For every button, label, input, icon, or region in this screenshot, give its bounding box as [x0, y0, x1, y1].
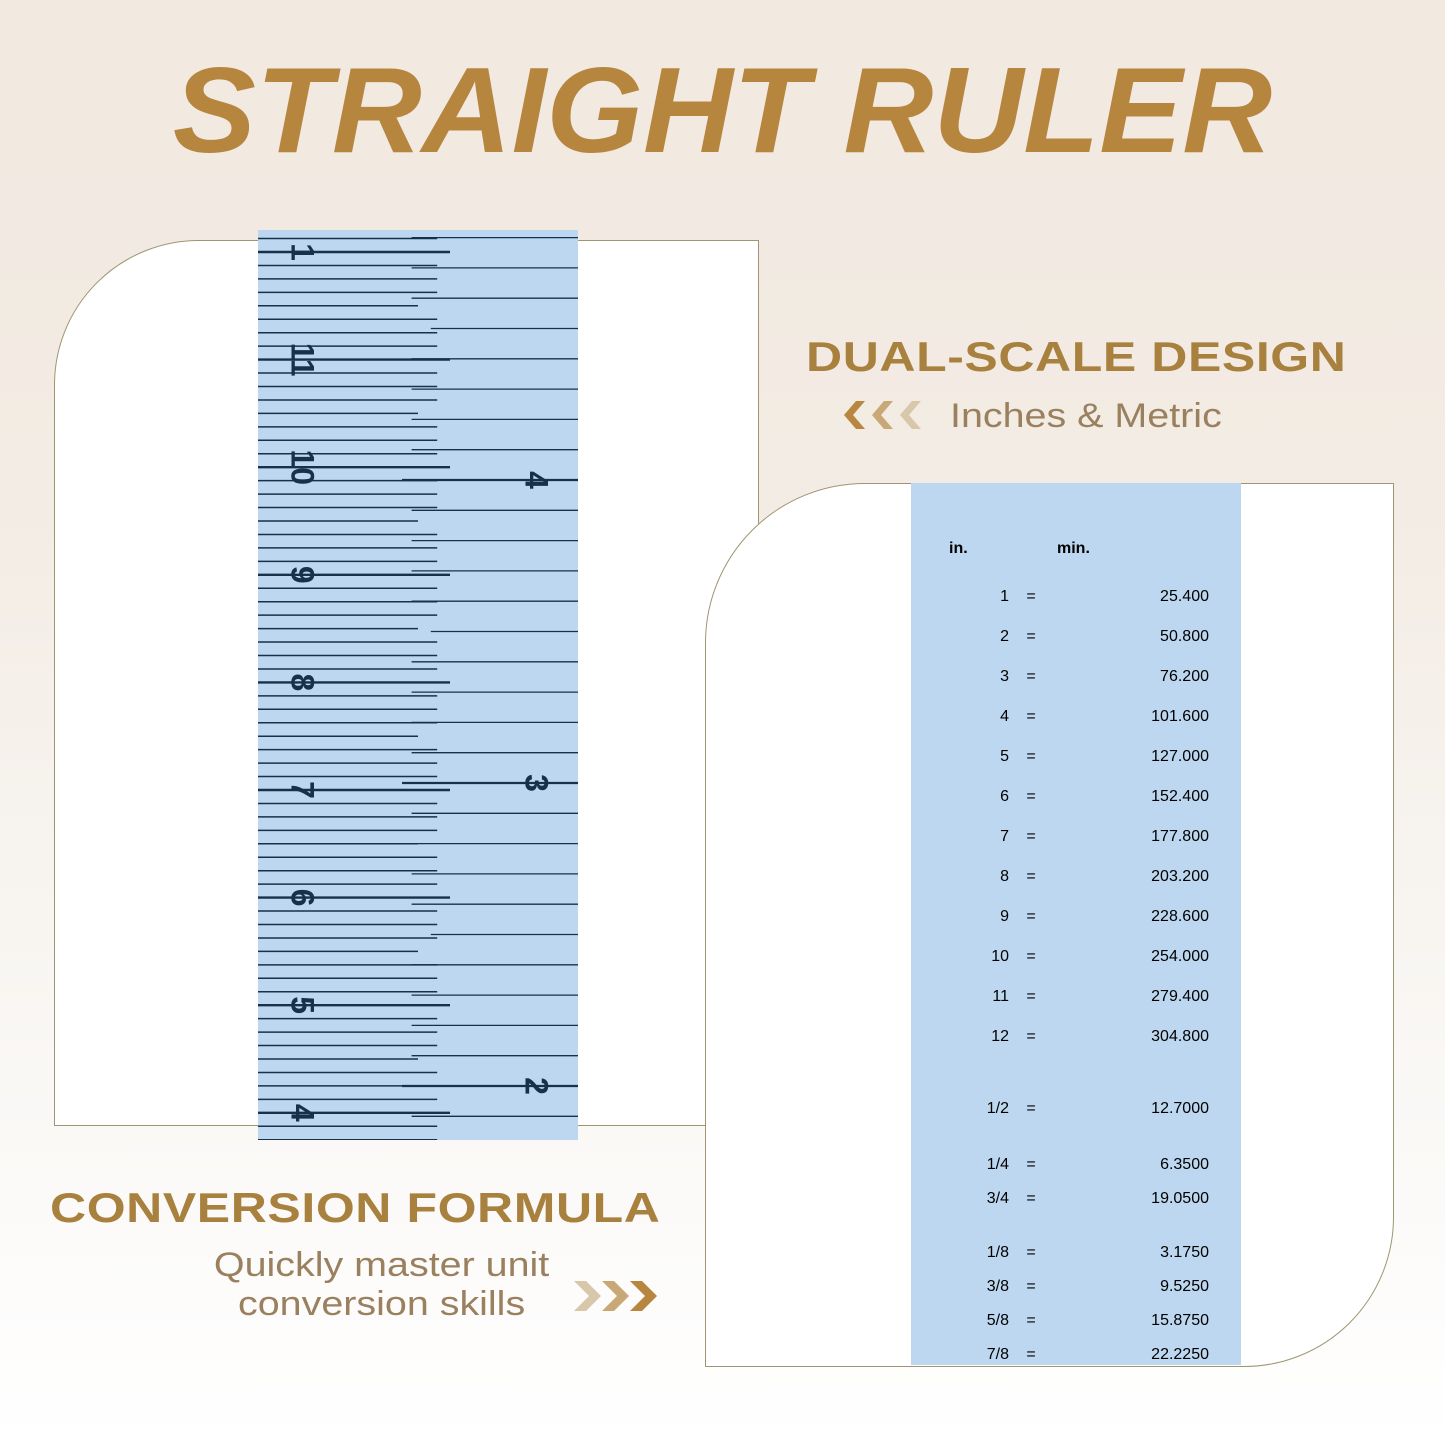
svg-text:6: 6: [285, 889, 321, 907]
svg-text:3: 3: [519, 774, 555, 792]
svg-text:1: 1: [285, 243, 321, 261]
svg-text:5: 5: [285, 996, 321, 1014]
svg-text:9: 9: [285, 566, 321, 584]
svg-text:11: 11: [285, 343, 321, 377]
svg-text:2: 2: [519, 1077, 555, 1095]
svg-text:8: 8: [285, 674, 321, 692]
svg-text:4: 4: [519, 471, 555, 489]
svg-text:4: 4: [285, 1104, 321, 1122]
svg-text:10: 10: [285, 449, 321, 485]
svg-text:7: 7: [285, 781, 321, 799]
